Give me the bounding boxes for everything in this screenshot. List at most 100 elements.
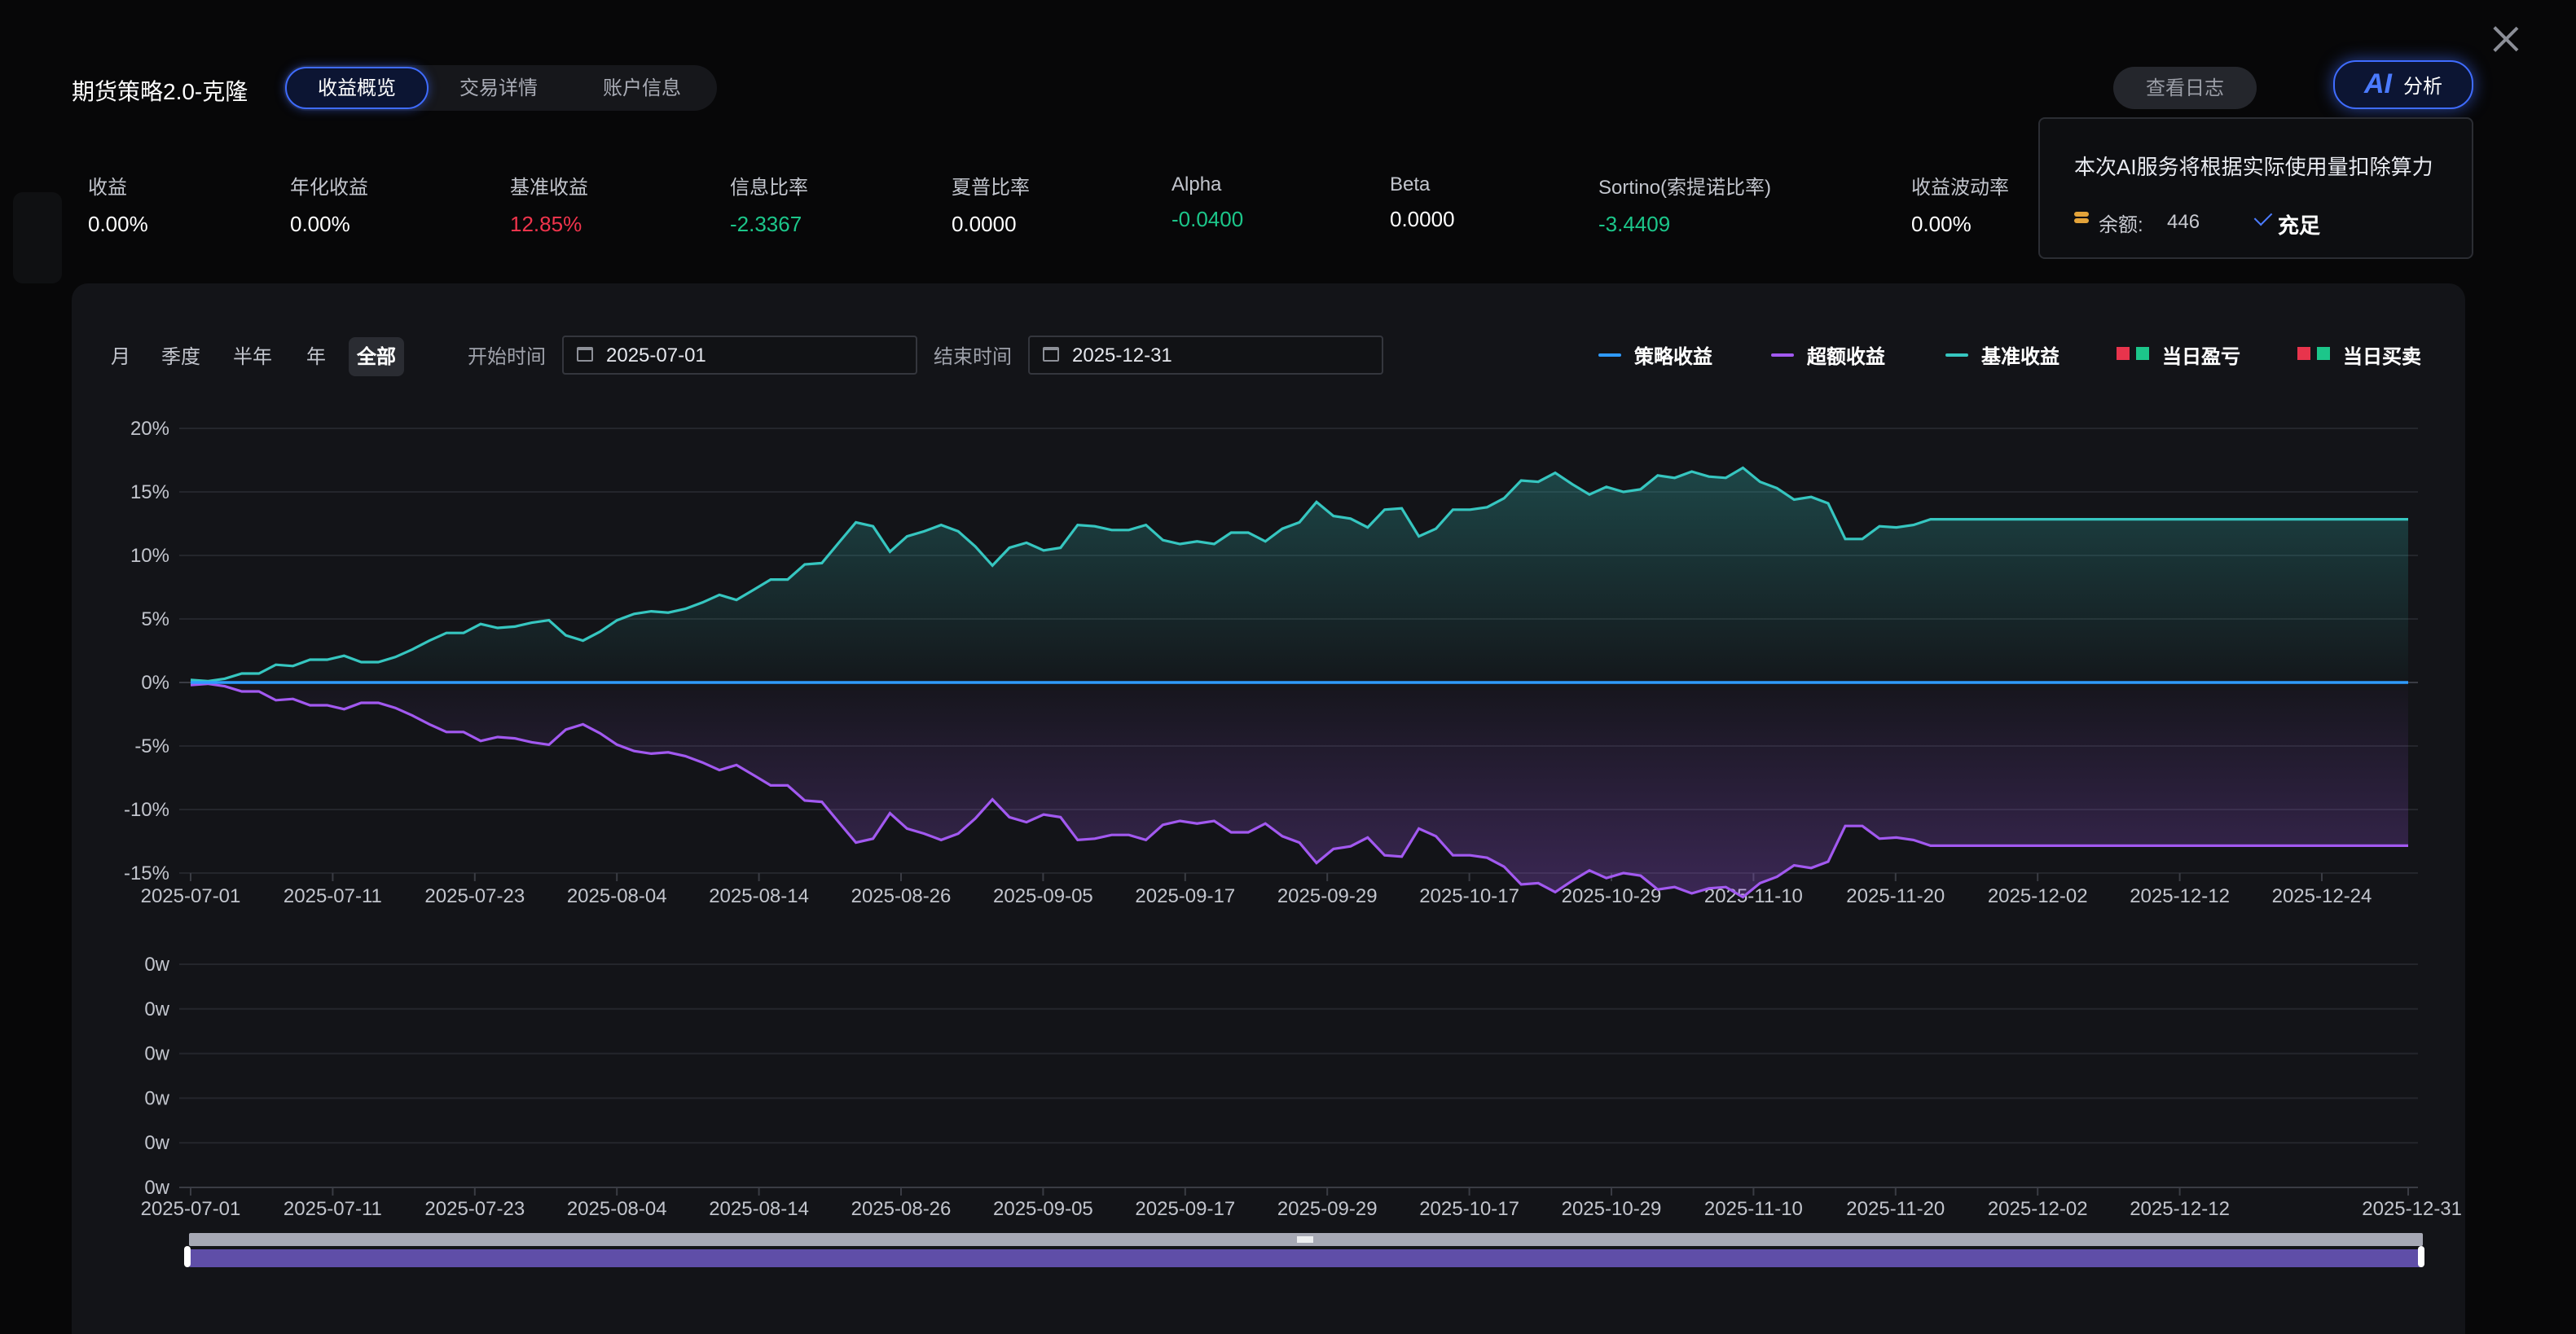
- legend-square-red: [2117, 347, 2130, 360]
- legend-square-green: [2317, 347, 2330, 360]
- metric-value: 0.0000: [1390, 207, 1455, 231]
- metric-sortino: Sortino(索提诺比率) -3.4409: [1598, 173, 1771, 236]
- metric-label: 收益: [88, 176, 128, 199]
- legend-benchmark-return[interactable]: 基准收益: [1945, 340, 2076, 370]
- end-date-input[interactable]: 2025-12-31: [1028, 336, 1383, 375]
- metric-label: 夏普比率: [952, 176, 1031, 199]
- x-tick-label: 2025-11-20: [1846, 1198, 1945, 1220]
- balance-status[interactable]: 充足: [2278, 213, 2321, 238]
- y-tick-label: -10%: [124, 799, 169, 821]
- legend-label: 基准收益: [1981, 345, 2060, 368]
- metric-value: -0.0400: [1172, 207, 1244, 231]
- view-log-button[interactable]: 查看日志: [2113, 67, 2257, 109]
- period-quarter-button[interactable]: 季度: [160, 345, 200, 368]
- x-tick-label: 2025-12-02: [1988, 885, 2088, 907]
- calendar-icon: [577, 347, 593, 362]
- x-tick-label: 2025-12-02: [1988, 1198, 2088, 1220]
- balance-label: 余额:: [2099, 213, 2143, 236]
- x-tick-label: 2025-09-05: [993, 885, 1093, 907]
- benchmark-return-area: [191, 467, 2408, 682]
- metric-return: 收益 0.00%: [88, 173, 148, 236]
- calendar-icon: [1043, 347, 1059, 362]
- coin-stack-icon: [2074, 212, 2089, 228]
- main-chart-x-axis: 2025-07-01 2025-07-11 2025-07-23 2025-08-04…: [141, 873, 2372, 907]
- metric-information-ratio: 信息比率 -2.3367: [730, 173, 808, 236]
- x-tick-label: 2025-09-29: [1277, 885, 1378, 907]
- metric-value: 12.85%: [510, 212, 582, 236]
- metric-annualized-return: 年化收益 0.00%: [290, 173, 368, 236]
- metric-benchmark-return: 基准收益 12.85%: [510, 173, 588, 236]
- x-tick-label: 2025-10-17: [1419, 885, 1519, 907]
- tab-overview[interactable]: 收益概览: [285, 67, 429, 109]
- y-tick-label: 0w: [144, 1177, 169, 1199]
- end-time-label: 结束时间: [934, 345, 1013, 368]
- y-tick-label: 0w: [144, 1043, 169, 1065]
- start-date-input[interactable]: 2025-07-01: [562, 336, 917, 375]
- ai-usage-message: 本次AI服务将根据实际使用量扣除算力: [2074, 155, 2433, 179]
- x-tick-label: 2025-08-26: [851, 885, 952, 907]
- legend-strategy-return[interactable]: 策略收益: [1598, 340, 1729, 370]
- metric-label: Sortino(索提诺比率): [1598, 176, 1772, 199]
- drag-grip-icon[interactable]: [1297, 1236, 1313, 1243]
- zoom-handle-right[interactable]: [2418, 1246, 2424, 1267]
- metric-label: 信息比率: [730, 176, 809, 199]
- period-half-year-button[interactable]: 半年: [232, 345, 272, 368]
- tab-bar: 收益概览 交易详情 账户信息: [284, 65, 717, 111]
- metric-beta: Beta 0.0000: [1390, 173, 1455, 231]
- legend-line-swatch: [1771, 353, 1794, 357]
- metric-label: 基准收益: [510, 176, 589, 199]
- tab-trade-details[interactable]: 交易详情: [459, 77, 538, 99]
- legend-daily-trades[interactable]: 当日买卖: [2297, 340, 2428, 370]
- x-tick-label: 2025-07-01: [141, 1198, 241, 1220]
- metric-label: 年化收益: [290, 176, 369, 199]
- background-card: [13, 192, 62, 283]
- x-tick-label: 2025-11-10: [1704, 1198, 1803, 1220]
- legend-daily-pnl[interactable]: 当日盈亏: [2117, 340, 2247, 370]
- bar-chart-y-axis: 0w 0w 0w 0w 0w 0w: [144, 954, 169, 1199]
- x-tick-label: 2025-07-11: [284, 1198, 382, 1220]
- legend-label: 当日买卖: [2343, 345, 2422, 368]
- y-tick-label: 0w: [144, 998, 169, 1020]
- ai-analysis-button[interactable]: AI 分析: [2333, 60, 2473, 109]
- x-tick-label: 2025-11-20: [1846, 885, 1945, 907]
- period-month-button[interactable]: 月: [110, 345, 130, 368]
- start-time-label: 开始时间: [468, 345, 547, 368]
- x-tick-label: 2025-10-29: [1562, 885, 1662, 907]
- x-tick-label: 2025-12-31: [2362, 1198, 2462, 1220]
- legend-excess-return[interactable]: 超额收益: [1771, 340, 1901, 370]
- zoom-slider[interactable]: [184, 1233, 2424, 1267]
- bar-chart-grid: [179, 963, 2418, 1188]
- x-tick-label: 2025-08-14: [709, 1198, 809, 1220]
- metric-label: Alpha: [1172, 173, 1222, 195]
- ai-balance-popover: 本次AI服务将根据实际使用量扣除算力 余额: 446 充足: [2038, 117, 2473, 259]
- metric-volatility: 收益波动率 0.00%: [1911, 173, 2009, 236]
- y-tick-label: 0%: [141, 672, 169, 694]
- metric-value: 0.00%: [290, 212, 350, 236]
- y-tick-label: 0w: [144, 1132, 169, 1154]
- x-tick-label: 2025-07-01: [141, 885, 241, 907]
- zoom-handle-left[interactable]: [184, 1246, 191, 1267]
- x-tick-label: 2025-12-24: [2272, 885, 2372, 907]
- period-year-button[interactable]: 年: [306, 345, 326, 368]
- metric-value: -3.4409: [1598, 212, 1671, 236]
- zoom-slider-range[interactable]: [189, 1249, 2423, 1267]
- legend-label: 超额收益: [1807, 345, 1886, 368]
- y-tick-label: 20%: [130, 418, 169, 440]
- start-date-value: 2025-07-01: [606, 344, 706, 366]
- x-tick-label: 2025-08-04: [567, 1198, 667, 1220]
- x-tick-label: 2025-10-29: [1562, 1198, 1662, 1220]
- period-all-button[interactable]: 全部: [349, 337, 404, 376]
- benchmark-return-line: [190, 466, 2408, 683]
- legend-square-green: [2136, 347, 2149, 360]
- y-tick-label: 0w: [144, 954, 169, 976]
- legend-label: 策略收益: [1634, 345, 1713, 368]
- y-tick-label: -15%: [124, 862, 169, 884]
- end-date-value: 2025-12-31: [1072, 344, 1172, 366]
- tab-account-info[interactable]: 账户信息: [602, 77, 681, 99]
- legend-square-red: [2297, 347, 2310, 360]
- y-tick-label: 0w: [144, 1087, 169, 1109]
- y-tick-label: 5%: [141, 608, 169, 630]
- legend-line-swatch: [1598, 353, 1621, 357]
- metric-label: 收益波动率: [1911, 176, 2010, 199]
